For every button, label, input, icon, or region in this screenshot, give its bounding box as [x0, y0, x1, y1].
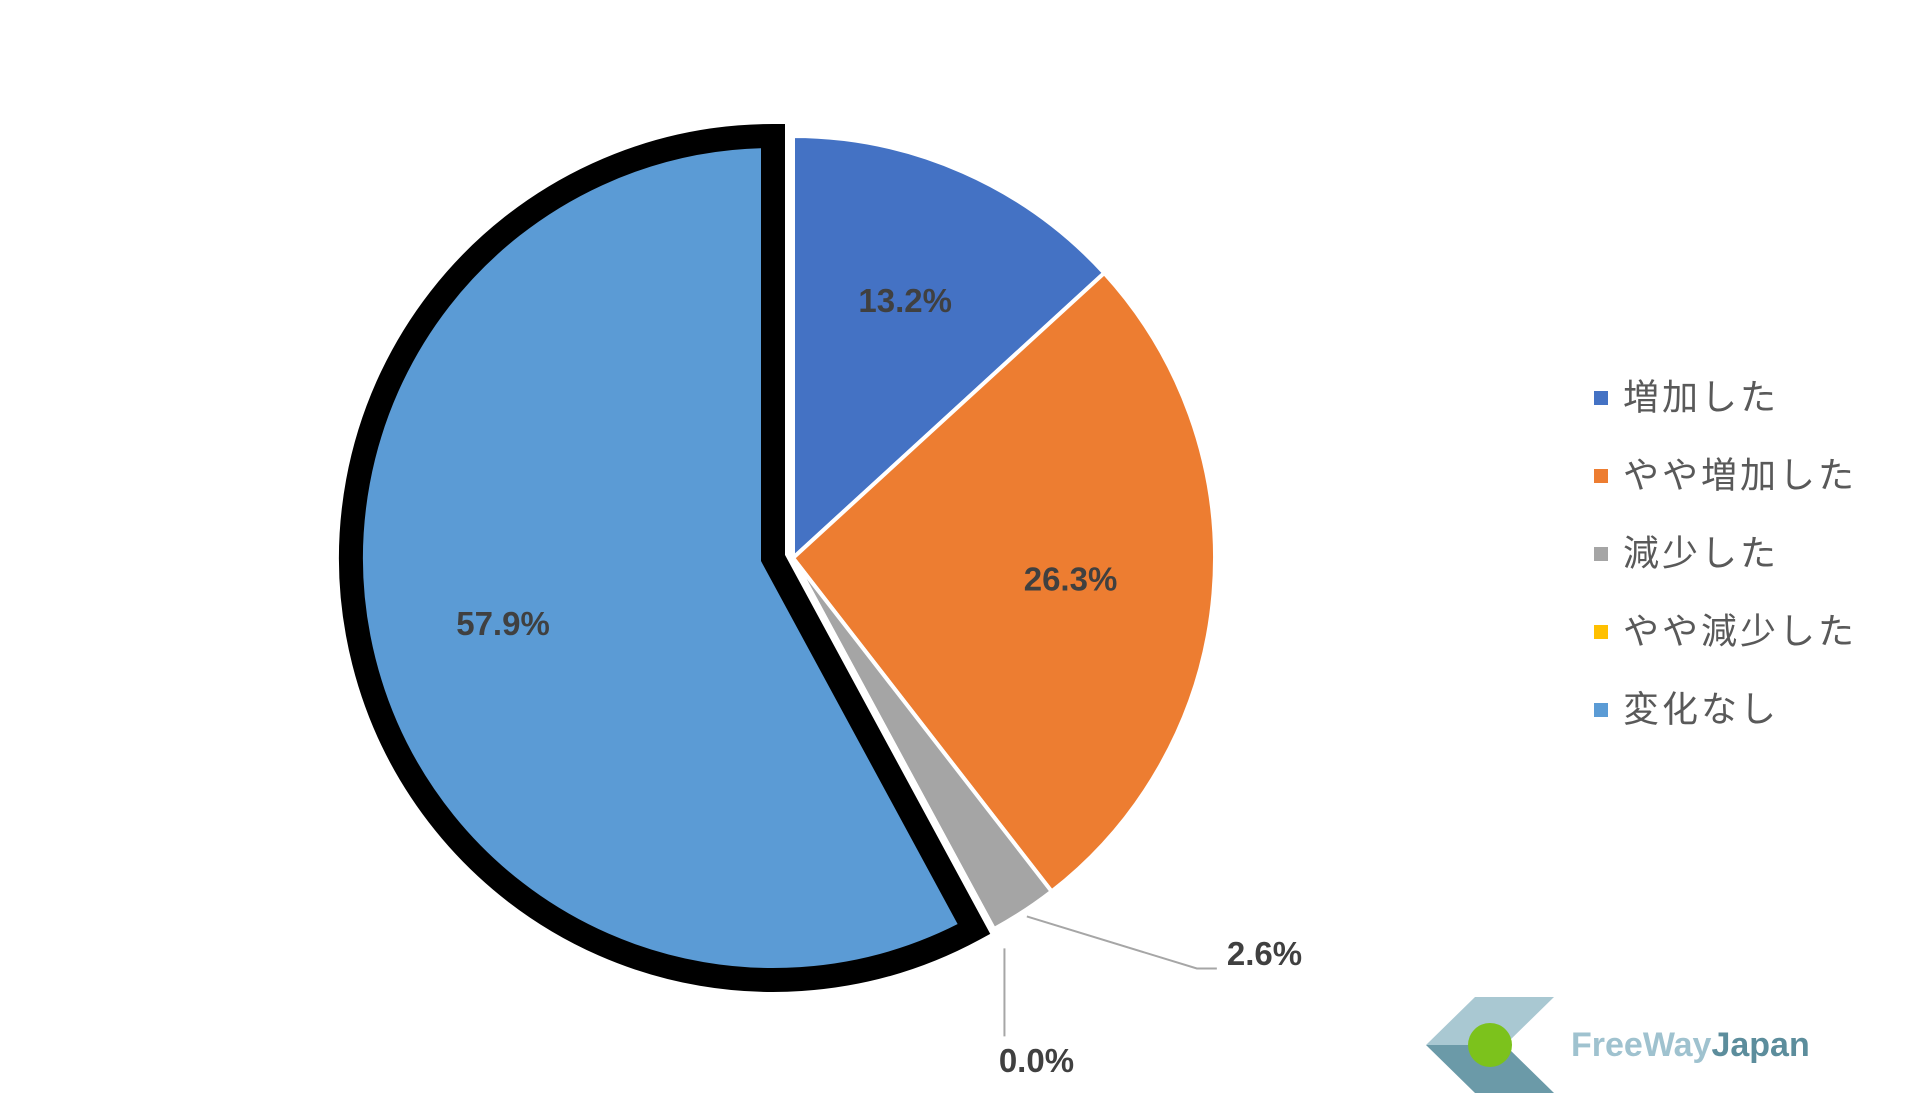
pie-slice — [339, 123, 991, 992]
logo-text: FreeWayJapan — [1571, 1026, 1810, 1064]
logo: FreeWayJapan — [1426, 997, 1810, 1093]
legend-label: 減少した — [1623, 533, 1779, 574]
pie-slice — [791, 133, 1108, 563]
logo-text-part: Japan — [1711, 1026, 1809, 1064]
pie-slice — [791, 557, 996, 931]
legend-label: 増加した — [1623, 377, 1779, 418]
legend-label: 変化なし — [1623, 689, 1779, 730]
legend-swatch — [1594, 625, 1608, 639]
data-label: 26.3% — [1024, 560, 1118, 597]
leader-line — [1026, 915, 1217, 970]
logo-text-part: FreeWay — [1571, 1026, 1712, 1064]
legend-swatch — [1594, 391, 1608, 405]
data-label: 2.6% — [1227, 935, 1302, 972]
data-label: 0.0% — [999, 1042, 1074, 1079]
logo-shape — [1426, 997, 1554, 1045]
logo-shape — [1426, 1045, 1554, 1093]
data-label: 57.9% — [456, 605, 550, 642]
legend-label: やや減少した — [1623, 611, 1857, 652]
logo-ball — [1468, 1023, 1512, 1067]
data-label: 13.2% — [858, 282, 952, 319]
legend-label: やや増加した — [1623, 455, 1857, 496]
legend-swatch — [1594, 703, 1608, 717]
legend-swatch — [1594, 469, 1608, 483]
pie-slice — [790, 270, 1217, 895]
legend-swatch — [1594, 547, 1608, 561]
